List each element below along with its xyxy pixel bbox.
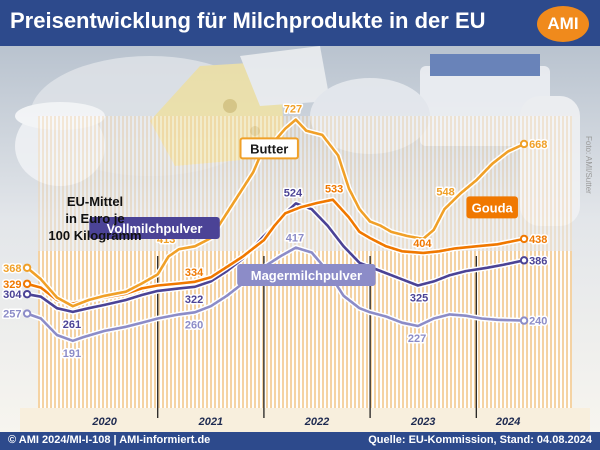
price-chart: Foto: AMI/Sutter 36841372754866832933453… <box>0 46 600 432</box>
unit-label-line: in Euro je <box>65 211 124 226</box>
data-label-magermilchpulver: 227 <box>408 333 426 345</box>
source-text: Quelle: EU-Kommission, Stand: 04.08.2024 <box>368 434 592 446</box>
series-label-magermilchpulver: Magermilchpulver <box>237 264 376 287</box>
data-label-magermilchpulver: 260 <box>185 319 203 331</box>
year-label: 2021 <box>198 416 223 428</box>
data-label-vollmilchpulver: 325 <box>410 293 428 305</box>
series-label-text: Gouda <box>472 200 514 215</box>
series-line-butter <box>25 118 526 308</box>
series-label-box <box>237 264 376 287</box>
year-label: 2024 <box>495 416 520 428</box>
unit-label-line: 100 Kilogramm <box>48 228 141 243</box>
series-label-text: Magermilchpulver <box>251 268 362 283</box>
series-marker-magermilchpulver <box>22 309 32 318</box>
data-label-vollmilchpulver: 322 <box>185 294 203 306</box>
data-label-gouda: 329 <box>3 279 21 291</box>
data-label-butter: 668 <box>529 139 547 151</box>
data-label-gouda: 438 <box>529 234 547 246</box>
series-marker-butter <box>22 263 32 272</box>
header-bar: Preisentwicklung für Milchprodukte in de… <box>0 0 600 46</box>
series-marker-vollmilchpulver <box>519 256 529 265</box>
data-label-magermilchpulver: 417 <box>286 233 304 245</box>
year-label: 2022 <box>304 416 329 428</box>
ami-logo: AMI <box>537 6 589 42</box>
series-label-vollmilchpulver: Vollmilchpulver <box>89 216 220 239</box>
data-label-butter: 727 <box>284 104 302 116</box>
data-label-butter: 548 <box>436 186 454 198</box>
data-label-vollmilchpulver: 304 <box>3 289 22 301</box>
footer-bar: © AMI 2024/MI-I-108 | AMI-informiert.de … <box>0 432 600 450</box>
series-label-butter: Butter <box>239 137 299 160</box>
series-label-gouda: Gouda <box>466 196 518 219</box>
data-label-vollmilchpulver: 386 <box>529 255 547 267</box>
unit-label: EU-Mittel in Euro je 100 Kilogramm <box>48 194 141 243</box>
copyright-text: © AMI 2024/MI-I-108 | AMI-informiert.de <box>8 434 211 446</box>
unit-label-line: EU-Mittel <box>67 194 123 209</box>
year-axis-strip <box>20 408 590 432</box>
data-label-butter: 368 <box>3 263 21 275</box>
data-label-gouda: 533 <box>325 184 343 196</box>
year-label: 2020 <box>91 416 117 428</box>
photo-credit: Foto: AMI/Sutter <box>584 136 593 194</box>
data-label-magermilchpulver: 191 <box>63 348 81 360</box>
series-label-text: Vollmilchpulver <box>107 221 203 236</box>
data-label-gouda: 404 <box>413 238 432 250</box>
data-label-gouda: 334 <box>185 267 204 279</box>
data-label-vollmilchpulver: 524 <box>284 187 303 199</box>
series-line-magermilchpulver <box>25 246 526 343</box>
series-marker-vollmilchpulver <box>22 289 32 299</box>
series-marker-magermilchpulver <box>519 316 529 325</box>
year-label: 2023 <box>410 416 435 428</box>
series-marker-gouda <box>519 234 529 244</box>
series-label-box <box>466 196 518 219</box>
data-label-magermilchpulver: 257 <box>3 309 21 321</box>
series-label-box <box>89 216 220 239</box>
data-label-magermilchpulver: 240 <box>529 316 547 328</box>
series-label-text: Butter <box>250 141 288 156</box>
data-label-vollmilchpulver: 261 <box>63 319 81 331</box>
chart-title: Preisentwicklung für Milchprodukte in de… <box>10 8 486 33</box>
series-label-box <box>239 137 299 160</box>
series-marker-butter <box>519 139 529 149</box>
series-marker-gouda <box>22 279 32 289</box>
